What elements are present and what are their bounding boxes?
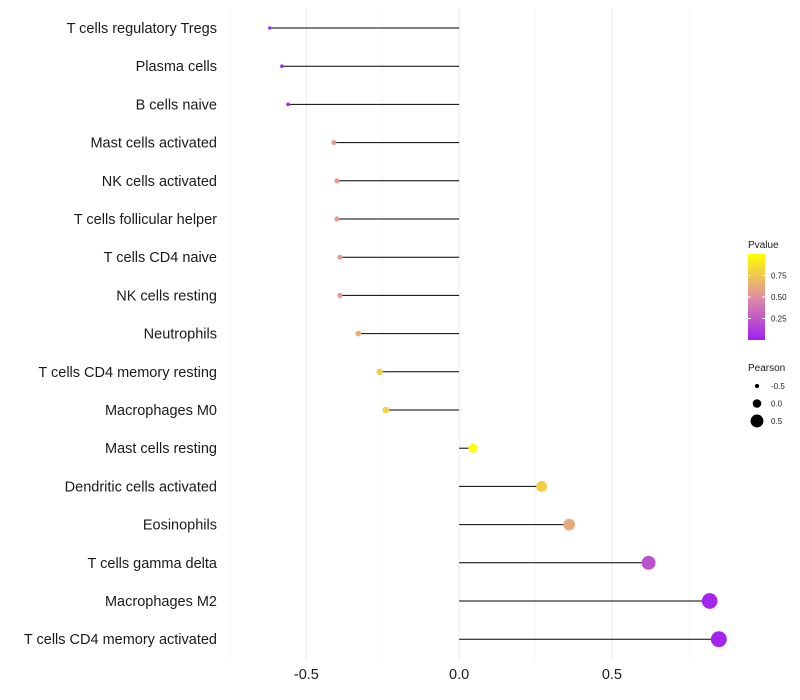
category-label: Macrophages M2 [105,594,217,610]
x-tick-label: 0.5 [602,667,622,683]
x-axis-tick-labels: -0.5 0.0 0.5 [294,667,622,683]
size-legend-label: 0.5 [771,417,783,426]
data-point [701,593,718,609]
pvalue-legend: Pvalue 0.25 0.50 0.75 [748,240,787,340]
category-label: Dendritic cells activated [65,479,217,495]
category-label: T cells regulatory Tregs [67,21,217,37]
pvalue-colorbar [748,254,765,340]
size-legend-dot [754,383,760,389]
x-tick-label: 0.0 [449,667,469,683]
data-point [334,216,340,222]
data-point [468,443,478,453]
data-point [536,480,548,492]
category-label: B cells naive [136,97,217,113]
size-legend-dot [752,399,762,408]
category-label: T cells gamma delta [88,556,218,572]
size-legend-label: -0.5 [771,382,785,391]
data-point [331,140,337,146]
data-point [286,102,290,107]
pearson-legend: Pearson -0.5 0.0 0.5 [748,363,785,428]
colorbar-tick-label: 0.25 [771,315,787,324]
data-point [563,518,575,531]
pearson-legend-title: Pearson [748,363,785,374]
data-point [268,26,272,30]
data-point [337,292,343,299]
data-point [280,64,284,69]
category-label: T cells follicular helper [74,212,217,228]
data-point [382,406,390,414]
data-point [337,254,343,260]
dots [268,26,727,648]
category-label: Mast cells resting [105,441,217,457]
x-tick-label: -0.5 [294,667,319,683]
category-label: Macrophages M0 [105,403,217,419]
data-point [355,330,362,337]
size-legend-dot [750,414,764,428]
pvalue-legend-title: Pvalue [748,240,779,251]
data-point [334,178,340,184]
colorbar-tick-label: 0.75 [771,272,787,281]
category-label: NK cells activated [102,174,217,190]
category-label: Neutrophils [144,327,217,343]
data-point [641,555,656,570]
category-label: T cells CD4 naive [104,250,217,266]
category-labels: T cells regulatory Tregs Plasma cells B ce… [24,21,218,648]
size-legend-label: 0.0 [771,400,783,409]
data-point [710,631,727,648]
category-label: Mast cells activated [90,136,217,152]
category-label: NK cells resting [116,288,217,304]
category-label: T cells CD4 memory activated [24,632,217,648]
colorbar-tick-label: 0.50 [771,293,787,302]
data-point [376,368,383,375]
stems [269,27,719,640]
category-label: Plasma cells [136,59,217,75]
category-label: T cells CD4 memory resting [38,365,217,381]
category-label: Eosinophils [143,518,217,534]
